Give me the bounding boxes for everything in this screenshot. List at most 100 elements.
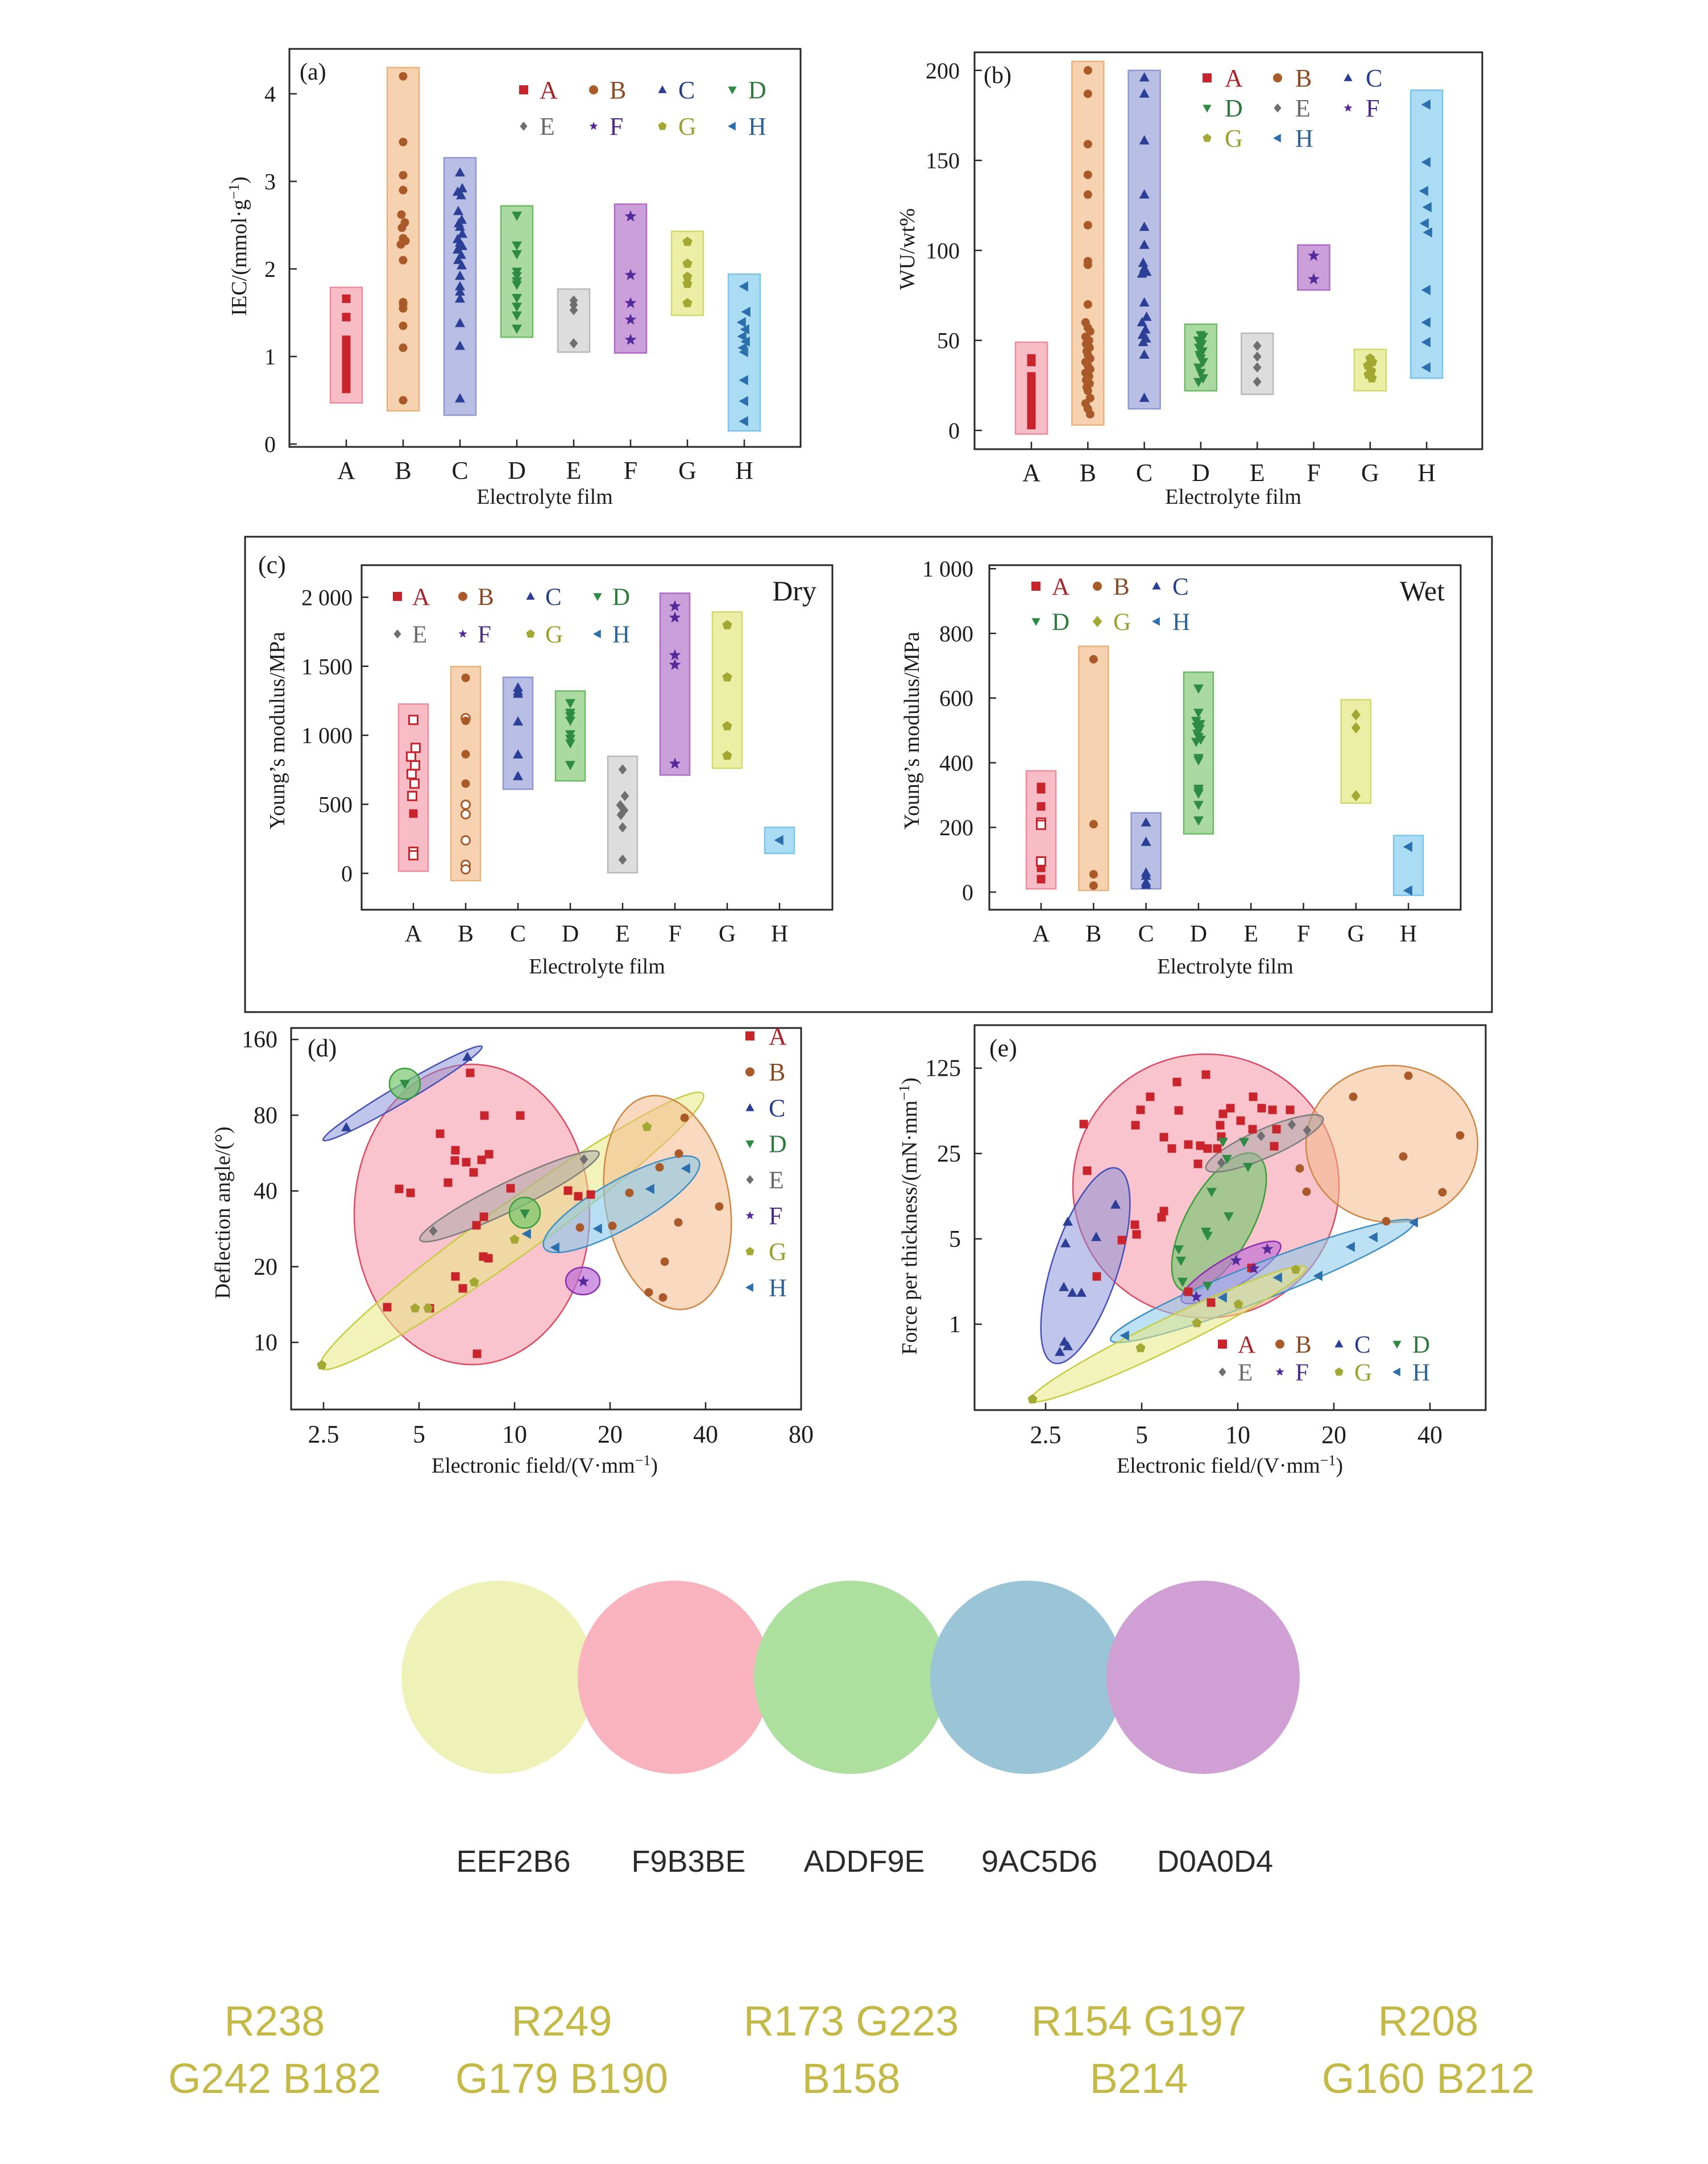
svg-text:C: C (1366, 64, 1382, 92)
svg-text:80: 80 (789, 1420, 814, 1448)
svg-text:H: H (769, 1274, 787, 1301)
svg-text:H: H (771, 921, 788, 947)
svg-text:500: 500 (318, 792, 353, 818)
svg-text:F: F (1307, 459, 1320, 487)
svg-text:A: A (337, 457, 355, 484)
svg-text:B: B (458, 921, 474, 947)
svg-text:G: G (545, 621, 563, 648)
svg-text:E: E (1238, 1359, 1253, 1386)
svg-text:25: 25 (937, 1141, 961, 1167)
svg-text:G: G (1113, 609, 1131, 636)
svg-text:F9B3BE: F9B3BE (631, 1844, 745, 1879)
svg-text:0: 0 (341, 861, 353, 886)
svg-text:B: B (1113, 574, 1130, 600)
svg-text:10: 10 (1225, 1421, 1250, 1449)
svg-text:A: A (1238, 1332, 1255, 1358)
svg-text:100: 100 (926, 238, 960, 263)
svg-text:D: D (769, 1130, 787, 1158)
svg-text:2 000: 2 000 (301, 584, 353, 610)
svg-text:A: A (1033, 921, 1050, 947)
svg-text:E: E (615, 921, 630, 947)
svg-text:G: G (769, 1238, 787, 1266)
svg-text:E: E (1243, 921, 1258, 947)
svg-text:G: G (719, 921, 736, 947)
svg-text:40: 40 (1417, 1421, 1442, 1449)
svg-text:C: C (510, 921, 526, 947)
svg-text:B: B (478, 584, 494, 611)
svg-text:125: 125 (925, 1056, 961, 1082)
svg-text:20: 20 (598, 1420, 623, 1448)
svg-text:Electrolyte film: Electrolyte film (529, 955, 665, 979)
svg-text:H: H (1400, 921, 1417, 947)
svg-text:WU/wt%: WU/wt% (896, 208, 919, 290)
svg-text:E: E (566, 457, 582, 484)
svg-text:G: G (1348, 921, 1365, 947)
svg-text:2.5: 2.5 (1030, 1421, 1062, 1449)
svg-text:50: 50 (937, 328, 960, 354)
svg-text:Young’s modulus/MPa: Young’s modulus/MPa (266, 632, 289, 830)
svg-text:F: F (1295, 1359, 1309, 1386)
svg-text:D: D (1052, 609, 1069, 636)
svg-text:H: H (1295, 125, 1313, 152)
svg-text:B: B (1085, 921, 1101, 947)
svg-text:ADDF9E: ADDF9E (803, 1844, 925, 1879)
svg-text:200: 200 (926, 58, 960, 84)
svg-text:40: 40 (693, 1420, 718, 1448)
svg-text:H: H (748, 113, 766, 140)
svg-text:600: 600 (939, 686, 973, 711)
svg-text:G: G (678, 457, 697, 484)
svg-text:200: 200 (939, 815, 973, 840)
svg-text:E: E (1250, 459, 1265, 487)
svg-text:EEF2B6: EEF2B6 (456, 1844, 570, 1879)
svg-text:G160 B212: G160 B212 (1322, 2055, 1535, 2102)
svg-text:D: D (1192, 459, 1210, 487)
svg-text:Force per thickness/(mN·mm−1): Force per thickness/(mN·mm−1) (896, 1077, 922, 1355)
svg-text:B214: B214 (1090, 2055, 1188, 2102)
svg-text:G: G (1361, 459, 1379, 487)
svg-text:4: 4 (264, 81, 276, 107)
svg-text:E: E (1295, 94, 1311, 122)
svg-text:C: C (1136, 459, 1153, 487)
svg-text:1 000: 1 000 (922, 556, 973, 582)
svg-text:A: A (1022, 459, 1040, 487)
svg-text:(d): (d) (308, 1034, 337, 1062)
svg-text:E: E (540, 113, 555, 140)
svg-text:0: 0 (948, 418, 960, 443)
svg-text:1: 1 (264, 344, 276, 370)
svg-text:R208: R208 (1378, 1997, 1479, 2045)
svg-text:F: F (478, 621, 491, 648)
svg-text:1 500: 1 500 (301, 654, 353, 679)
svg-text:C: C (1354, 1332, 1371, 1358)
svg-text:H: H (735, 457, 753, 484)
svg-text:G179 B190: G179 B190 (455, 2055, 668, 2102)
svg-text:A: A (540, 76, 558, 104)
svg-text:R154 G197: R154 G197 (1031, 1997, 1247, 2045)
svg-text:5: 5 (413, 1420, 425, 1448)
svg-text:R249: R249 (512, 1997, 612, 2045)
svg-text:Deflection angle/(°): Deflection angle/(°) (211, 1126, 235, 1299)
svg-text:E: E (412, 621, 427, 648)
svg-text:D: D (1190, 921, 1207, 947)
svg-text:800: 800 (939, 621, 973, 646)
svg-text:5: 5 (949, 1226, 961, 1253)
svg-text:20: 20 (254, 1254, 277, 1280)
svg-text:D: D (748, 76, 766, 104)
svg-text:A: A (412, 584, 430, 611)
svg-text:G: G (678, 113, 697, 140)
svg-text:Electrolyte film: Electrolyte film (1165, 485, 1301, 509)
svg-text:F: F (1366, 94, 1379, 122)
svg-text:10: 10 (502, 1420, 527, 1448)
svg-text:160: 160 (242, 1027, 277, 1053)
svg-text:Electrolyte film: Electrolyte film (1157, 955, 1294, 979)
svg-text:3: 3 (264, 169, 276, 194)
svg-text:G: G (1225, 125, 1243, 152)
svg-text:B: B (1295, 64, 1312, 92)
svg-text:H: H (1412, 1359, 1430, 1386)
svg-text:D: D (508, 457, 526, 484)
svg-text:(e): (e) (989, 1034, 1017, 1062)
svg-text:B: B (610, 76, 626, 104)
svg-text:IEC/(mmol·g−1): IEC/(mmol·g−1) (226, 176, 251, 316)
svg-text:0: 0 (264, 432, 276, 457)
svg-text:H: H (612, 621, 630, 648)
svg-text:F: F (624, 457, 637, 484)
